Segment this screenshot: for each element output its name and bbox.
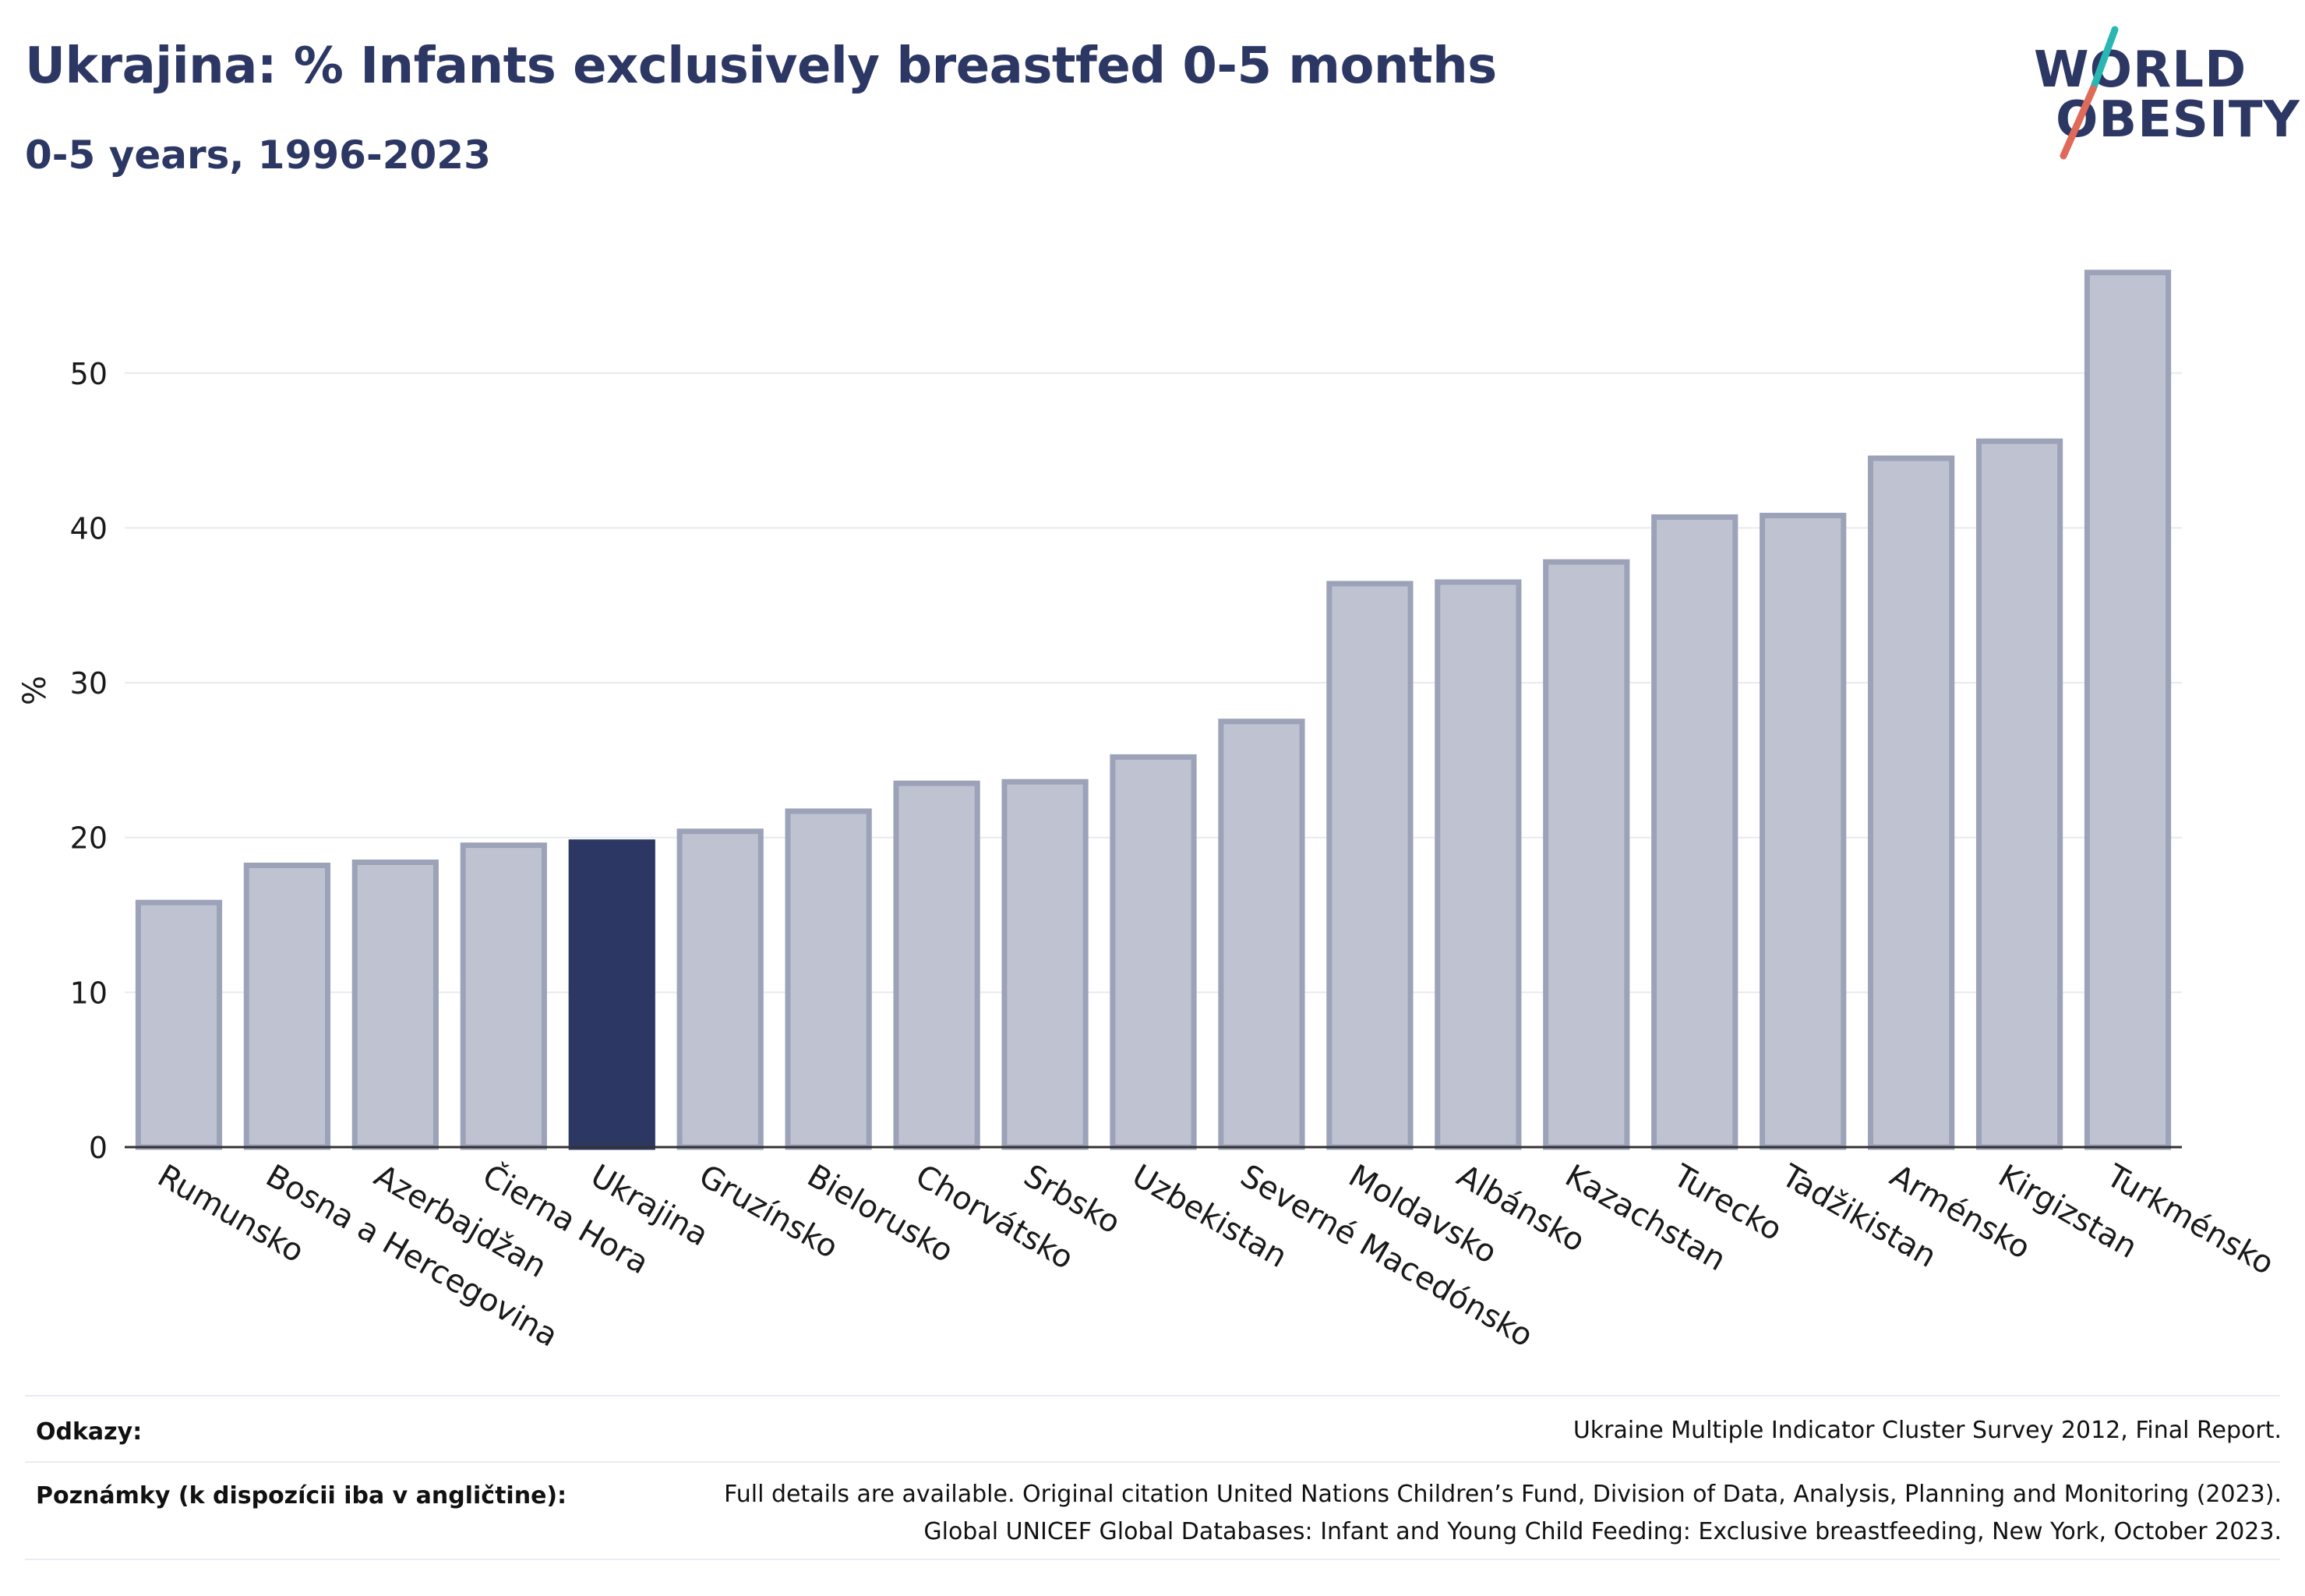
y-axis-ticks: 0 10 20 30 40 50 xyxy=(70,357,108,1165)
y-tick-label: 20 xyxy=(70,821,108,856)
bar xyxy=(1435,579,1522,1150)
footer-divider-bottom xyxy=(25,1559,2280,1560)
bar xyxy=(135,899,223,1150)
y-tick-label: 30 xyxy=(70,666,108,701)
bars xyxy=(135,270,2172,1150)
y-axis-label: % xyxy=(17,676,53,705)
x-tick-label: Turkménsko xyxy=(2100,1157,2280,1282)
world-obesity-logo: WORLD OBESITY xyxy=(2034,23,2300,164)
bar xyxy=(1326,581,1414,1150)
notes-line-1: Full details are available. Original cit… xyxy=(724,1481,2282,1508)
y-tick-label: 40 xyxy=(70,511,108,546)
bar xyxy=(460,842,547,1150)
chart-subtitle: 0-5 years, 1996-2023 xyxy=(25,132,491,178)
footer-divider-middle xyxy=(25,1461,2280,1463)
bar xyxy=(2084,270,2172,1150)
bar xyxy=(351,859,439,1150)
bar xyxy=(243,862,331,1150)
bar xyxy=(1543,559,1630,1150)
logo-word-world: WORLD xyxy=(2034,41,2247,99)
y-tick-label: 50 xyxy=(70,357,108,391)
chart-title: Ukrajina: % Infants exclusively breastfe… xyxy=(25,37,1497,95)
y-tick-label: 10 xyxy=(70,976,108,1010)
notes-label: Poznámky (k dispozícii iba v angličtine)… xyxy=(36,1482,567,1509)
bar xyxy=(1651,514,1738,1150)
references-text: Ukraine Multiple Indicator Cluster Surve… xyxy=(1573,1417,2282,1444)
y-tick-label: 0 xyxy=(89,1131,108,1165)
bar xyxy=(785,808,872,1150)
bar xyxy=(1868,455,1955,1150)
logo-word-obesity: OBESITY xyxy=(2056,91,2300,149)
bar xyxy=(1975,438,2063,1150)
bar xyxy=(1760,513,1847,1150)
bar xyxy=(1001,779,1089,1150)
notes-line-2: Global UNICEF Global Databases: Infant a… xyxy=(923,1518,2282,1545)
bar xyxy=(568,839,655,1150)
bar xyxy=(1110,754,1197,1150)
references-label: Odkazy: xyxy=(36,1418,143,1446)
bar xyxy=(893,780,980,1150)
notes-text: Full details are available. Original cit… xyxy=(724,1476,2282,1551)
bar xyxy=(1218,719,1305,1150)
logo-slash-icon xyxy=(2060,26,2119,160)
bar xyxy=(676,828,764,1150)
footer-divider-top xyxy=(25,1395,2280,1396)
